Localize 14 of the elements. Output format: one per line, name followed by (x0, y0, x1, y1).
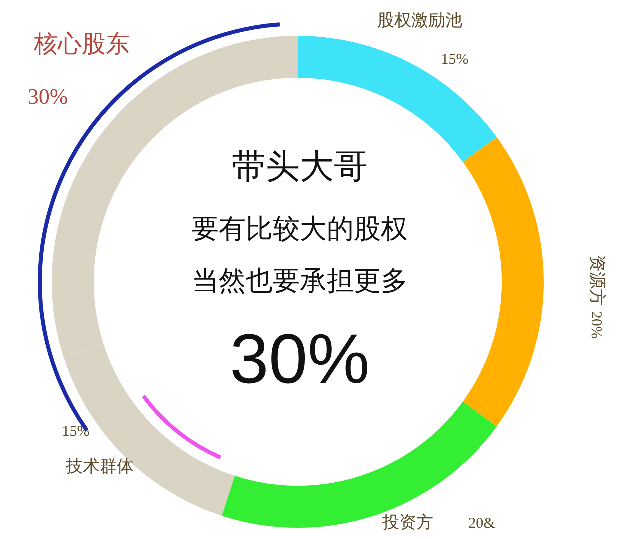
data-label: 20& (468, 516, 496, 532)
slice-label: 核心股东 (33, 30, 130, 58)
slice-label: 资源方 (587, 255, 607, 312)
text: 要有比较大的股权 (192, 214, 408, 245)
slice-label: 技术群体 (65, 457, 134, 477)
text: 30% (230, 320, 370, 398)
data-label: 20% (588, 311, 604, 339)
data-label: 30% (28, 84, 68, 109)
slice-label: 投资方 (382, 513, 434, 533)
data-label: 15% (441, 52, 469, 68)
text: 当然也要承担更多 (192, 266, 408, 297)
data-label: 15% (62, 424, 90, 440)
slice-label: 股权激励池 (378, 11, 462, 31)
text: 带头大哥 (232, 147, 368, 187)
